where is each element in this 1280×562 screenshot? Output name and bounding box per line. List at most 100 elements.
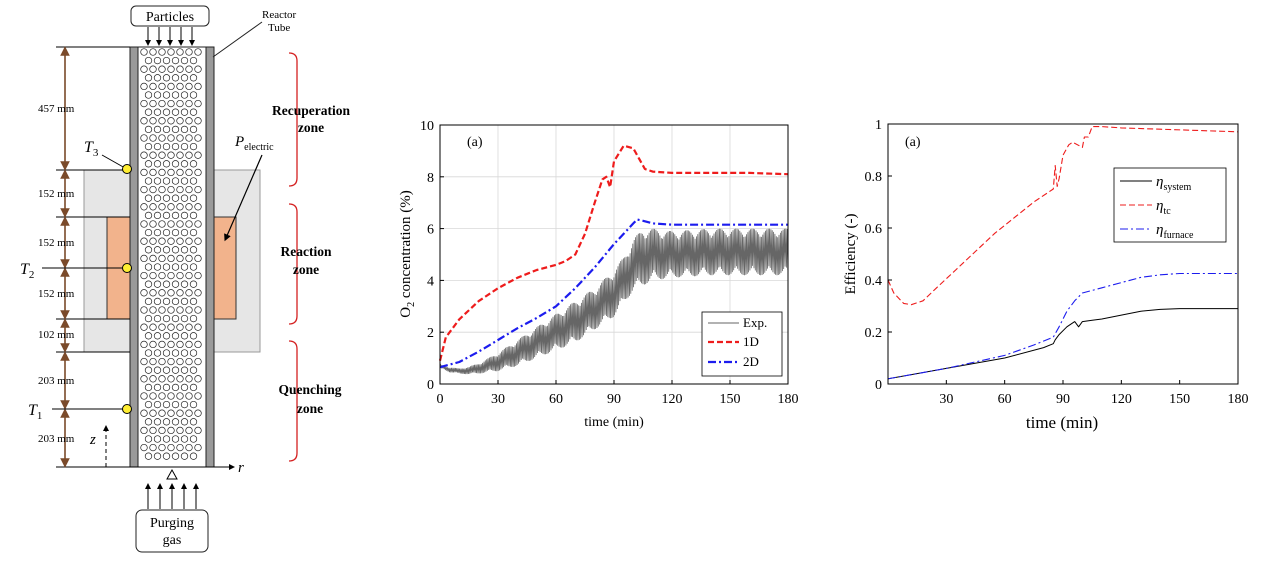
particle-circle — [153, 177, 162, 185]
particle-circle — [180, 160, 189, 168]
particle-circle — [144, 125, 153, 134]
particle-circle — [153, 349, 162, 357]
particle-circle — [149, 134, 157, 142]
series-line-1d — [438, 144, 789, 361]
particle-circle — [153, 314, 162, 323]
x-tick-label: 0 — [437, 392, 444, 407]
particle-circle — [189, 125, 198, 134]
particle-circle — [180, 383, 189, 392]
particle-circle — [158, 426, 166, 435]
chart1-legend-2d: 2D — [743, 354, 759, 369]
particle-circle — [144, 297, 153, 306]
particle-circle — [171, 125, 180, 134]
particle-circle — [144, 194, 153, 202]
particle-circle — [153, 211, 162, 220]
particle-circle — [180, 56, 189, 65]
purging-gas-box — [135, 509, 209, 553]
particle-circle — [153, 332, 162, 340]
particle-circle — [149, 185, 157, 194]
power-arrow — [224, 154, 263, 242]
particle-circle — [194, 289, 202, 297]
reactor-label-line2: Tube — [268, 22, 290, 34]
particle-circle — [180, 211, 189, 220]
y-tick-label: 0 — [875, 378, 882, 393]
particle-circle — [162, 194, 171, 202]
particle-circle — [189, 177, 198, 185]
particle-circle — [144, 108, 153, 116]
dim-152-a: 152 mm — [38, 188, 75, 200]
particle-circle — [167, 168, 175, 177]
particle-circle — [167, 65, 175, 73]
particle-circle — [149, 99, 157, 108]
particle-circle — [162, 435, 171, 443]
y-tick-label: 0.8 — [865, 170, 883, 185]
particle-circle — [162, 366, 171, 374]
particle-circle — [167, 48, 175, 56]
particle-circle — [158, 82, 166, 91]
dim-152-c: 152 mm — [38, 288, 75, 300]
particle-circle — [189, 263, 198, 271]
particle-circle — [167, 409, 175, 417]
particle-circle — [158, 237, 166, 245]
particle-circle — [189, 332, 198, 340]
particle-circle — [171, 366, 180, 374]
chart2-legend-tc: ηtc — [1156, 198, 1171, 217]
particle-circle — [162, 314, 171, 323]
particle-circle — [176, 99, 184, 108]
particle-circle — [194, 220, 202, 228]
particle-circle — [176, 254, 184, 263]
particle-circle — [167, 271, 175, 280]
reactor-tube-wall-left — [129, 46, 139, 468]
particle-circle — [140, 168, 148, 177]
particle-circle — [140, 289, 148, 297]
particle-circle — [149, 151, 157, 159]
particle-circle — [140, 99, 148, 108]
dim-102: 102 mm — [38, 329, 75, 341]
chart1-panel-label: (a) — [467, 135, 483, 150]
particle-circle — [189, 74, 198, 82]
particle-circle — [180, 314, 189, 323]
particle-circle — [167, 117, 175, 125]
particle-circle — [144, 435, 153, 443]
particle-circle — [153, 297, 162, 306]
particle-circle — [180, 125, 189, 134]
y-tick-label: 0.6 — [865, 222, 883, 237]
particle-circle — [149, 117, 157, 125]
y-tick-label: 0.2 — [865, 326, 883, 341]
particle-circle — [189, 435, 198, 443]
particle-circle — [194, 426, 202, 435]
particle-circle — [140, 306, 148, 314]
particle-circle — [153, 383, 162, 392]
particle-circle — [162, 228, 171, 237]
zone-bracket — [288, 203, 298, 325]
particle-circle — [158, 117, 166, 125]
x-tick-label: 150 — [1169, 392, 1190, 407]
particle-circle — [194, 65, 202, 73]
particle-circle — [162, 418, 171, 426]
particle-circle — [189, 160, 198, 168]
particle-circle — [189, 366, 198, 374]
chart2-plot-area — [888, 124, 1238, 384]
particle-circle — [185, 323, 193, 331]
particle-circle — [189, 418, 198, 426]
particle-circle — [189, 142, 198, 151]
particle-circle — [144, 314, 153, 323]
chart2-legend-furnace: ηfurnace — [1156, 222, 1194, 241]
chart1-ylabel: O2 concentration (%) — [398, 190, 417, 317]
zone-label-recuperation-1: Recuperation — [272, 103, 350, 118]
particle-circle — [144, 74, 153, 82]
particle-circle — [153, 56, 162, 65]
x-tick-label: 120 — [1111, 392, 1132, 407]
particle-circle — [158, 392, 166, 400]
thermocouple-t1-marker — [122, 404, 132, 414]
particle-circle — [185, 375, 193, 383]
particle-circle — [176, 357, 184, 366]
particle-circle — [140, 151, 148, 159]
particle-circle — [149, 443, 157, 452]
particle-circle — [153, 74, 162, 82]
particle-circle — [189, 246, 198, 254]
particle-circle — [176, 289, 184, 297]
dim-457: 457 mm — [38, 103, 75, 115]
chart1-legend-1d: 1D — [743, 334, 759, 349]
particle-circle — [180, 142, 189, 151]
